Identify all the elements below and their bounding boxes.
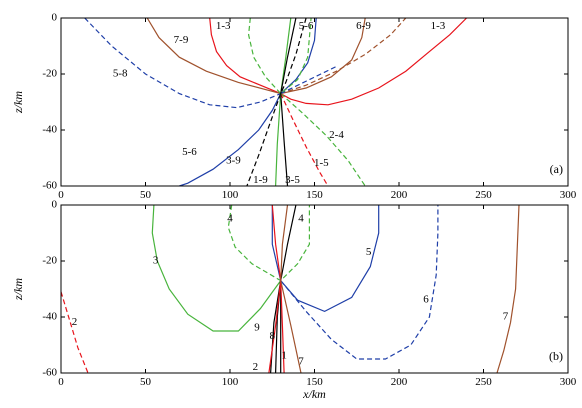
curve-1-5-red-dashed	[280, 93, 329, 186]
y-tick-label: -20	[42, 68, 57, 80]
curve-label: 4	[227, 213, 233, 225]
curve-label: 5-6	[182, 146, 197, 158]
y-tick-label: -60	[42, 367, 57, 379]
curve-7-brown	[496, 205, 520, 373]
curve-4-green-dashed	[227, 205, 310, 282]
plot-frame	[60, 204, 569, 374]
x-tick-label: 300	[560, 376, 577, 388]
curve-label: 7	[298, 355, 304, 367]
curve-label: 3-5	[285, 174, 300, 186]
curve-1-3-red	[280, 18, 468, 106]
curve-5-6-blue	[179, 93, 282, 186]
curve-2-red-dashed	[61, 291, 89, 373]
y-axis-label: z/km	[11, 91, 25, 114]
curve-4-black	[275, 205, 297, 373]
curve-label: 5-6	[299, 20, 314, 32]
curve-3-9-black-dashed	[246, 18, 307, 186]
curve-label: 7	[503, 311, 509, 323]
x-tick-label: 0	[58, 189, 64, 201]
curves-1	[61, 205, 520, 373]
curve-label: 2	[253, 361, 259, 373]
curve-label: 5	[366, 246, 372, 258]
y-tick-label: -40	[42, 311, 57, 323]
y-tick-label: 0	[52, 12, 58, 24]
curve-label: 3	[153, 255, 159, 267]
curve-5-blue	[271, 205, 380, 313]
y-tick-label: -20	[42, 255, 57, 267]
curve-label: 4	[298, 213, 304, 225]
panel-a: 1-3 1-3 5-6 5-6 6-9 7-9 5-8 2-4 3-9 1-5 1-9 3-5 0 50 1…	[11, 12, 577, 201]
x-tick-label: 50	[140, 189, 152, 201]
curve-7-9-brown-dashed	[280, 18, 407, 95]
curve-label: 9	[254, 322, 260, 334]
y-tick-label: 0	[52, 199, 58, 211]
panel-label: (a)	[550, 162, 563, 176]
curve-5-8-blue-dashed	[280, 65, 339, 95]
x-tick-label: 200	[391, 376, 408, 388]
panel-b: 2 3 4 4 5 6 7 981 2 7 0 50 100 150 200 250 300 0 -20 -40 -60…	[11, 199, 577, 401]
curve-1-3-red	[209, 18, 281, 95]
x-tick-label: 150	[306, 189, 323, 201]
x-tick-label: 50	[140, 376, 152, 388]
curve-1-3-green-dashed	[247, 18, 312, 95]
curve-label: 1-5	[314, 157, 329, 169]
x-tick-label: 0	[58, 376, 64, 388]
curve-5-8-blue-dashed	[84, 18, 281, 109]
curve-label: 6	[423, 294, 429, 306]
curve-label: 2-4	[329, 129, 344, 141]
curve-label: 1	[281, 350, 287, 362]
curve-label: 1-9	[253, 174, 268, 186]
curve-label: 2	[72, 316, 78, 328]
curve-7-brown	[280, 205, 302, 373]
curve-label: 6-9	[356, 20, 371, 32]
curve-label: 1-3	[216, 20, 231, 32]
curve-1-red	[280, 280, 285, 373]
y-tick-label: -40	[42, 124, 57, 136]
curve-label: 3-9	[226, 154, 241, 166]
y-axis-label: z/km	[11, 278, 25, 301]
curve-label: 7-9	[174, 34, 189, 46]
x-axis-label: x/km	[302, 387, 326, 401]
x-tick-label: 250	[475, 189, 492, 201]
curve-label: 8	[270, 330, 276, 342]
curve-3-5-black	[280, 18, 297, 186]
curve-2-4-green-dashed	[280, 93, 366, 186]
curve-6-blue-dashed	[280, 205, 439, 360]
curves-0	[84, 18, 468, 186]
curve-3-green	[151, 205, 282, 332]
x-tick-label: 100	[222, 189, 239, 201]
y-tick-label: -60	[42, 180, 57, 192]
curve-label: 5-8	[113, 68, 128, 80]
x-tick-label: 150	[306, 376, 323, 388]
x-tick-label: 200	[391, 189, 408, 201]
curve-label: 1-3	[431, 20, 446, 32]
curve-5-6-blue	[280, 18, 317, 95]
x-tick-label: 100	[222, 376, 239, 388]
panel-label: (b)	[549, 349, 563, 363]
x-tick-label: 300	[560, 189, 577, 201]
x-tick-label: 250	[475, 376, 492, 388]
curve-7-9-brown	[146, 18, 281, 95]
